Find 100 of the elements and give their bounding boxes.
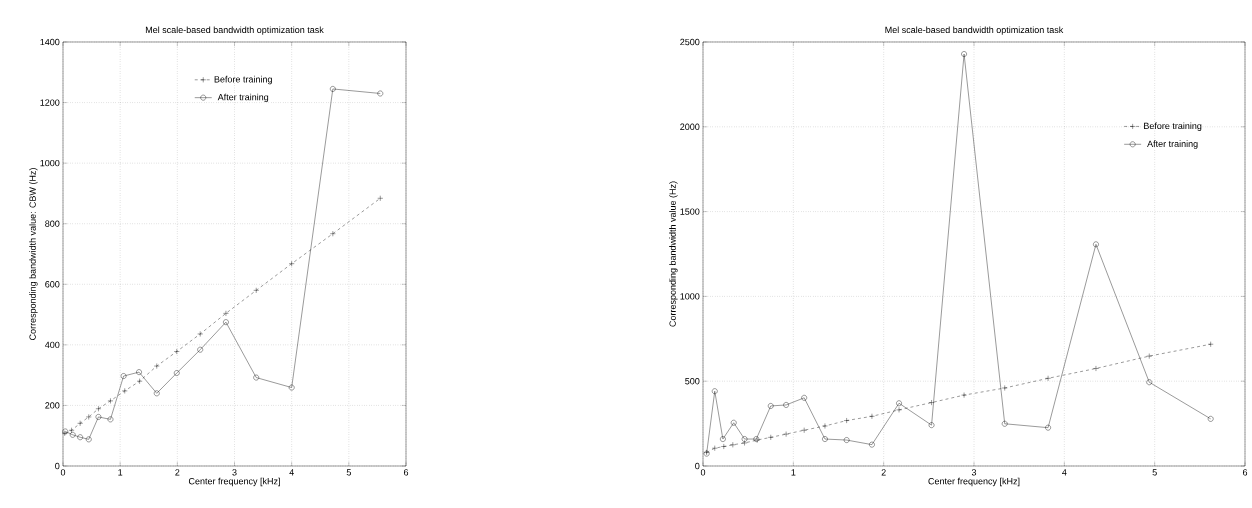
- point: [1146, 353, 1153, 359]
- point: [95, 405, 102, 412]
- point: [869, 441, 875, 448]
- point: [136, 369, 142, 375]
- x-axis-title: Center frequency [kHz]: [188, 477, 280, 487]
- point: [85, 414, 92, 420]
- point: [107, 416, 114, 423]
- point: [1207, 416, 1214, 422]
- point: [822, 423, 828, 429]
- x-tick-label: 1: [791, 469, 796, 476]
- y-tick-label: 2500: [680, 38, 700, 46]
- x-tick-label: 6: [403, 469, 409, 476]
- y-tick-label: 1500: [680, 208, 700, 215]
- point: [896, 400, 902, 407]
- legend-label: After training: [1147, 140, 1198, 149]
- point: [801, 427, 807, 434]
- point: [253, 287, 260, 294]
- x-axis-title: Center frequency [kHz]: [928, 477, 1020, 487]
- x-tick-label: 2: [175, 469, 180, 476]
- legend-label: Before training: [1144, 122, 1202, 131]
- point: [801, 395, 807, 401]
- y-tick-label: 1000: [40, 159, 60, 167]
- legend-label: Before training: [214, 75, 272, 85]
- x-tick-label: 5: [346, 469, 351, 476]
- x-tick-label: 4: [289, 469, 294, 476]
- point: [741, 436, 748, 442]
- point: [822, 436, 828, 442]
- point: [197, 346, 203, 353]
- point: [1045, 424, 1051, 431]
- y-tick-label: 0: [55, 462, 60, 470]
- x-tick-label: 3: [232, 469, 237, 476]
- point: [767, 403, 774, 409]
- point: [330, 230, 336, 237]
- point: [711, 445, 718, 451]
- point: [1146, 379, 1153, 386]
- point: [1001, 385, 1008, 391]
- y-tick-label: 2000: [680, 123, 700, 130]
- x-tick-label: 5: [1152, 469, 1157, 476]
- point: [85, 436, 92, 443]
- point: [377, 90, 384, 97]
- x-tick-label: 3: [971, 469, 977, 476]
- point: [783, 431, 789, 437]
- point: [730, 419, 737, 426]
- y-tick-label: 400: [44, 341, 60, 349]
- point: [741, 440, 748, 446]
- point: [223, 319, 229, 325]
- point: [173, 348, 180, 355]
- point: [928, 422, 935, 428]
- y-tick-label: 200: [45, 402, 60, 409]
- y-tick-label: 0: [695, 462, 700, 470]
- point: [1207, 341, 1214, 348]
- point: [153, 390, 160, 397]
- y-axis-title: Corresponding bandwidth value (Hz): [669, 181, 678, 327]
- y-tick-label: 600: [45, 281, 60, 288]
- point: [783, 402, 789, 408]
- point: [253, 374, 260, 381]
- y-tick-label: 500: [685, 378, 700, 385]
- point: [197, 331, 203, 337]
- point: [730, 442, 736, 448]
- point: [173, 370, 180, 376]
- x-tick-label: 4: [1062, 469, 1067, 476]
- point: [120, 373, 127, 379]
- point: [1045, 375, 1051, 382]
- y-tick-label: 1000: [680, 293, 700, 300]
- point: [720, 443, 727, 450]
- point: [136, 378, 143, 384]
- x-tick-label: 6: [1242, 469, 1248, 476]
- point: [69, 432, 76, 438]
- point: [720, 436, 726, 442]
- y-tick-label: 1400: [40, 38, 60, 46]
- point: [330, 86, 336, 92]
- x-tick-label: 0: [60, 469, 66, 476]
- point: [896, 407, 902, 413]
- point: [107, 398, 114, 404]
- x-tick-label: 2: [881, 469, 886, 476]
- point: [767, 434, 774, 441]
- point: [95, 414, 102, 420]
- x-tick-label: 0: [700, 469, 706, 476]
- point: [288, 260, 295, 267]
- point: [711, 388, 718, 394]
- point: [1093, 241, 1099, 248]
- point: [77, 420, 83, 427]
- legend-label: After training: [217, 93, 269, 103]
- point: [1001, 420, 1008, 427]
- point: [377, 195, 384, 202]
- point: [77, 434, 83, 441]
- x-tick-label: 1: [118, 469, 123, 476]
- chart-title: Mel scale-based bandwidth optimization task: [885, 26, 1064, 35]
- point: [961, 392, 967, 398]
- point: [869, 413, 875, 420]
- y-axis-title: Corresponding bandwidth value: CBW (Hz): [29, 168, 38, 340]
- chart-title: Mel scale-based bandwidth optimization task: [145, 26, 324, 35]
- point: [121, 388, 128, 394]
- y-tick-label: 800: [45, 220, 60, 227]
- point: [843, 437, 850, 443]
- point: [223, 310, 229, 317]
- point: [153, 363, 160, 369]
- point: [288, 384, 295, 391]
- y-tick-label: 1200: [40, 99, 60, 106]
- point: [961, 51, 967, 57]
